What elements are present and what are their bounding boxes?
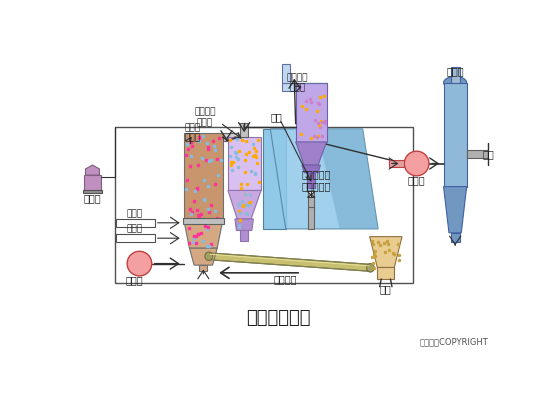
Text: 二次旋流
分离器: 二次旋流 分离器 <box>287 73 308 92</box>
Text: 一次旋流
分离器: 一次旋流 分离器 <box>194 108 216 127</box>
Bar <box>223 134 238 141</box>
Text: 泥饼: 泥饼 <box>271 112 282 122</box>
Text: 进水: 进水 <box>482 149 494 159</box>
Ellipse shape <box>404 151 429 176</box>
Bar <box>466 150 488 158</box>
Text: 流化床焚烧炉: 流化床焚烧炉 <box>246 308 310 326</box>
Bar <box>83 190 102 193</box>
Bar <box>117 219 155 227</box>
Bar <box>450 233 460 242</box>
Ellipse shape <box>205 252 212 260</box>
Polygon shape <box>296 84 327 142</box>
Polygon shape <box>271 129 378 229</box>
Polygon shape <box>209 253 371 271</box>
Bar <box>308 207 314 229</box>
Ellipse shape <box>127 251 152 276</box>
Polygon shape <box>370 237 402 268</box>
Bar <box>282 64 289 84</box>
Polygon shape <box>302 165 320 173</box>
Polygon shape <box>296 142 327 165</box>
Ellipse shape <box>443 76 466 89</box>
Text: 除尘器: 除尘器 <box>446 66 464 76</box>
Bar <box>84 175 101 190</box>
Polygon shape <box>228 136 261 190</box>
Bar <box>282 84 296 91</box>
Text: 灰斗: 灰斗 <box>380 284 392 294</box>
Text: 抽风机: 抽风机 <box>408 176 426 186</box>
Bar <box>263 129 286 229</box>
Bar <box>389 160 404 167</box>
Polygon shape <box>317 129 378 229</box>
Bar <box>307 173 315 188</box>
Bar <box>115 126 412 283</box>
Polygon shape <box>184 221 223 248</box>
Polygon shape <box>307 195 315 197</box>
Bar <box>296 84 327 91</box>
Bar <box>183 218 224 224</box>
Polygon shape <box>443 186 466 233</box>
Polygon shape <box>86 165 100 175</box>
Bar <box>450 67 460 83</box>
Text: 重油池: 重油池 <box>84 193 101 203</box>
Polygon shape <box>228 190 261 219</box>
Bar <box>296 83 327 84</box>
Text: 启动用: 启动用 <box>126 209 143 218</box>
Bar <box>240 230 248 241</box>
Text: 助燃用: 助燃用 <box>126 224 143 234</box>
Bar <box>443 83 466 186</box>
Text: 快速干燥器
带式输送机: 快速干燥器 带式输送机 <box>302 170 331 191</box>
Polygon shape <box>189 248 217 265</box>
Bar <box>308 191 314 210</box>
Polygon shape <box>184 133 223 221</box>
Text: 干燥泥饼: 干燥泥饼 <box>274 274 298 284</box>
Ellipse shape <box>366 264 375 272</box>
Bar <box>117 234 155 242</box>
Polygon shape <box>235 219 254 230</box>
Bar <box>240 123 248 136</box>
Text: 东方仿真COPYRIGHT: 东方仿真COPYRIGHT <box>420 338 488 347</box>
Polygon shape <box>307 191 315 195</box>
Bar <box>200 265 207 271</box>
Text: 鼓风机: 鼓风机 <box>125 276 143 286</box>
Text: 流化床
焚烧炉: 流化床 焚烧炉 <box>184 123 200 142</box>
Bar <box>377 268 394 279</box>
